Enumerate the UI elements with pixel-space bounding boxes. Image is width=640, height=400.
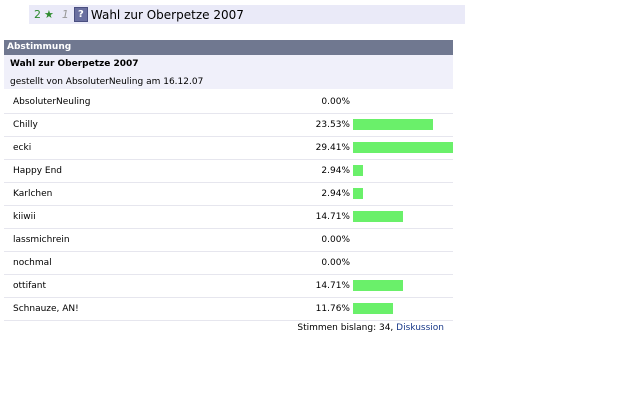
option-result-bar <box>353 142 453 153</box>
option-result-bar <box>353 280 403 291</box>
rank-number: 1 <box>61 8 69 21</box>
poll-question: Wahl zur Oberpetze 2007 <box>10 59 139 69</box>
option-name: AbsoluterNeuling <box>13 97 91 107</box>
option-name: ecki <box>13 143 32 153</box>
poll-option-row: kiiwii 14.71% <box>4 206 453 229</box>
option-percent: 2.94% <box>321 189 350 199</box>
poll-meta: gestellt von AbsoluterNeuling am 16.12.0… <box>10 77 204 87</box>
poll-question-box: Wahl zur Oberpetze 2007 gestellt von Abs… <box>4 55 453 89</box>
poll-option-row: Schnauze, AN! 11.76% <box>4 298 453 321</box>
discussion-link[interactable]: Diskussion <box>396 323 444 333</box>
option-name: kiiwii <box>13 212 36 222</box>
option-percent: 0.00% <box>321 235 350 245</box>
poll-option-row: Karlchen 2.94% <box>4 183 453 206</box>
question-icon: ? <box>73 7 88 22</box>
option-result-bar <box>353 165 363 176</box>
poll-option-row: ecki 29.41% <box>4 137 453 160</box>
option-result-bar <box>353 188 363 199</box>
poll-footer: Stimmen bislang: 34, Diskussion <box>4 322 444 334</box>
option-name: lassmichrein <box>13 235 70 245</box>
option-percent: 14.71% <box>315 281 350 291</box>
option-percent: 2.94% <box>321 166 350 176</box>
option-name: nochmal <box>13 258 52 268</box>
poll-option-row: nochmal 0.00% <box>4 252 453 275</box>
option-percent: 23.53% <box>315 120 350 130</box>
votes-count-text: Stimmen bislang: 34, <box>297 323 397 333</box>
poll-options-list: AbsoluterNeuling 0.00% Chilly 23.53% ecki 29.… <box>4 91 453 321</box>
option-name: Chilly <box>13 120 38 130</box>
poll-option-row: Chilly 23.53% <box>4 114 453 137</box>
poll-panel: Abstimmung Wahl zur Oberpetze 2007 geste… <box>4 40 453 321</box>
poll-header: Abstimmung <box>4 40 453 55</box>
option-percent: 29.41% <box>315 143 350 153</box>
option-percent: 11.76% <box>315 304 350 314</box>
poll-option-row: AbsoluterNeuling 0.00% <box>4 91 453 114</box>
option-name: Karlchen <box>13 189 53 199</box>
option-result-bar <box>353 211 403 222</box>
star-plus-icon[interactable]: ★ <box>44 8 54 21</box>
option-result-bar <box>353 303 393 314</box>
option-result-bar <box>353 119 433 130</box>
thread-title[interactable]: Wahl zur Oberpetze 2007 <box>90 7 244 22</box>
poll-option-row: ottifant 14.71% <box>4 275 453 298</box>
option-name: ottifant <box>13 281 46 291</box>
option-percent: 0.00% <box>321 97 350 107</box>
option-percent: 0.00% <box>321 258 350 268</box>
option-name: Happy End <box>13 166 62 176</box>
option-percent: 14.71% <box>315 212 350 222</box>
score-count: 2 <box>34 8 41 21</box>
thread-title-bar: 2 ★ 1 ? Wahl zur Oberpetze 2007 <box>29 5 465 24</box>
poll-option-row: Happy End 2.94% <box>4 160 453 183</box>
option-name: Schnauze, AN! <box>13 304 79 314</box>
poll-option-row: lassmichrein 0.00% <box>4 229 453 252</box>
